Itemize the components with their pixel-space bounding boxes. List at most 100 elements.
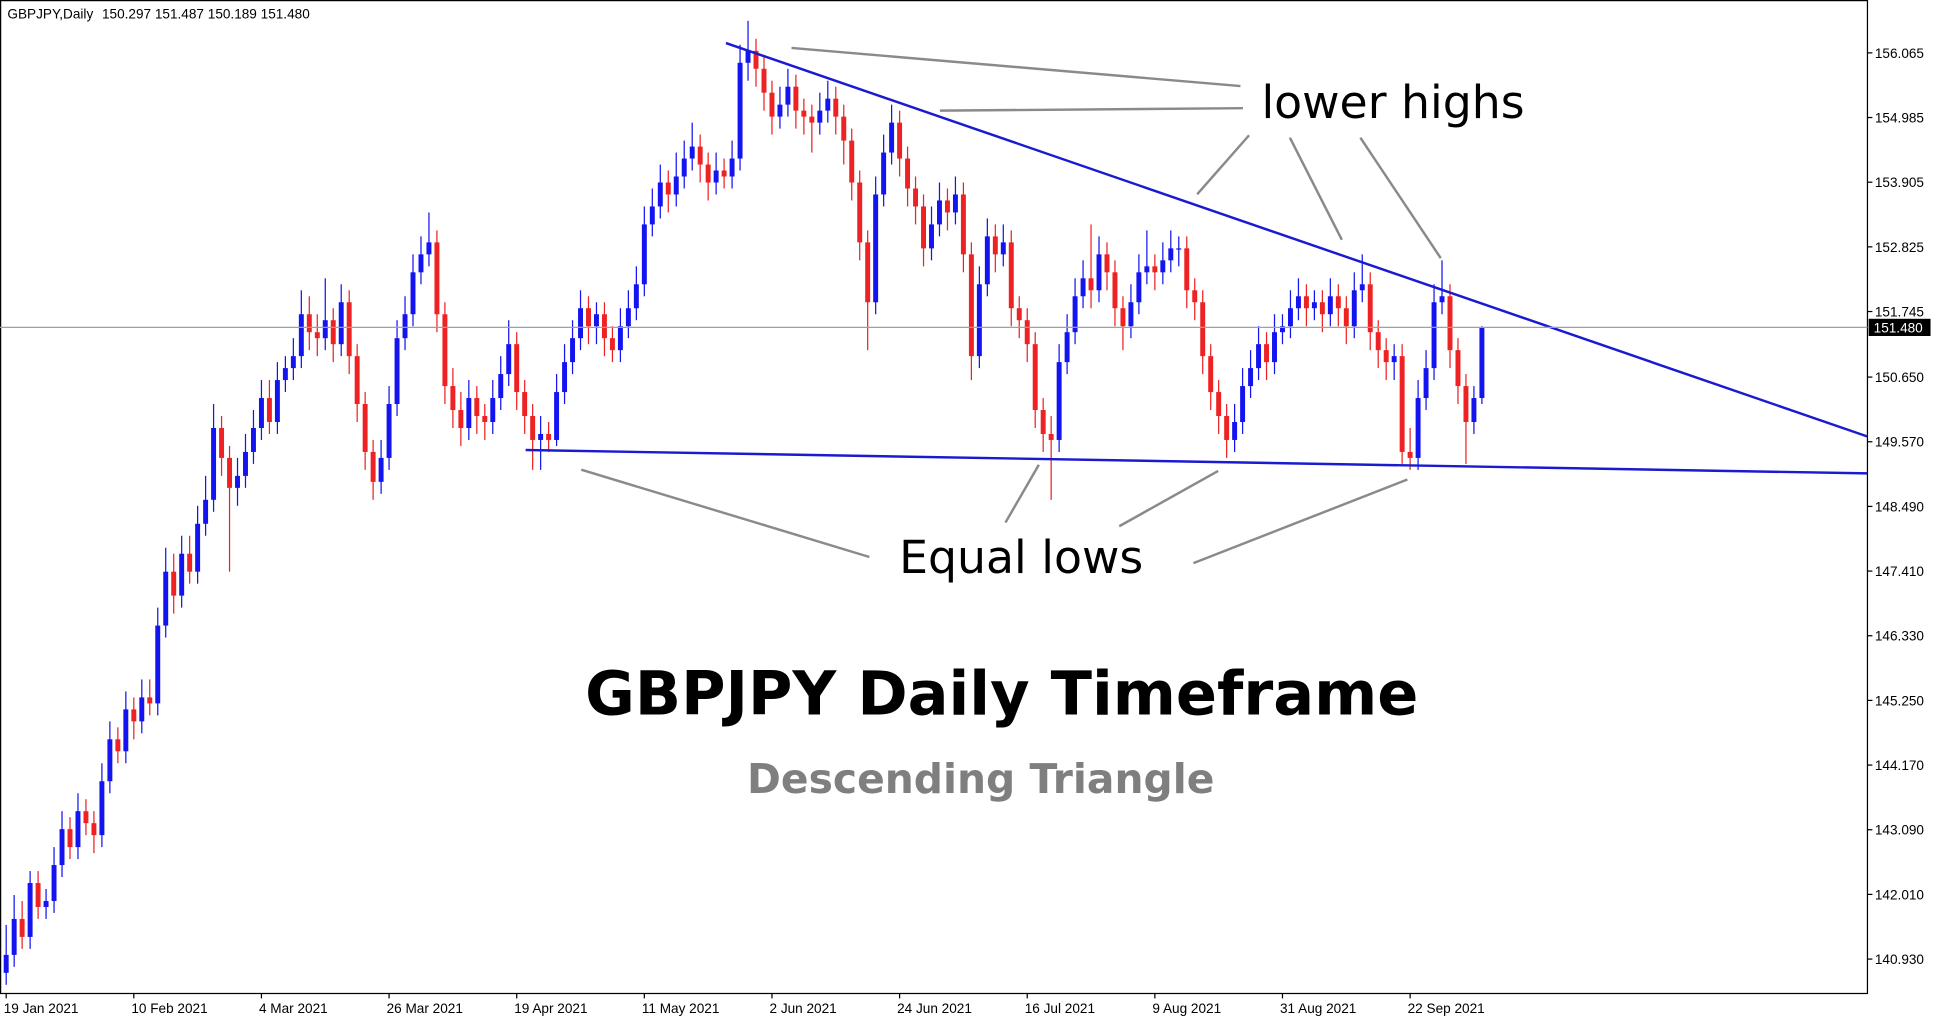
high: 151.487 [155, 6, 204, 21]
candle-body [1343, 308, 1349, 327]
candle-body [609, 338, 615, 351]
chart-subtitle: Descending Triangle [747, 755, 1214, 803]
candle-body [378, 457, 384, 482]
candle-body [99, 781, 105, 836]
candle-body [338, 302, 344, 345]
candle-body [697, 146, 703, 165]
candle-body [402, 314, 408, 339]
candle-body [482, 416, 488, 422]
candle-body [211, 427, 217, 500]
candle-body [1375, 332, 1381, 351]
candle-body [1208, 356, 1214, 393]
candle-body [266, 398, 272, 422]
candle-body [1024, 320, 1030, 345]
candle-body [466, 398, 472, 428]
x-tick-label: 19 Apr 2021 [514, 1001, 587, 1016]
candle-body [514, 344, 520, 393]
y-tick-label: 148.490 [1875, 499, 1924, 514]
candle-body [617, 326, 623, 351]
candle-body [833, 98, 839, 117]
x-tick-label: 22 Sep 2021 [1408, 1001, 1485, 1016]
candle-body [498, 374, 504, 399]
x-tick-label: 16 Jul 2021 [1025, 1001, 1095, 1016]
candle-body [1471, 398, 1477, 422]
y-tick-label: 143.090 [1875, 823, 1924, 838]
candle-body [250, 427, 256, 452]
candle-body [1479, 327, 1485, 399]
candle-body [1335, 296, 1341, 309]
candle-body [1447, 296, 1453, 351]
candle-body [434, 242, 440, 315]
candle-body [1152, 266, 1158, 273]
candle-body [418, 254, 424, 273]
x-tick-label: 4 Mar 2021 [259, 1001, 328, 1016]
candle-body [849, 140, 855, 183]
candle-body [897, 122, 903, 159]
candle-body [992, 236, 998, 255]
pointer-line [1118, 469, 1219, 528]
candle-body [538, 433, 544, 440]
candle-body [1016, 308, 1022, 321]
candle-body [1391, 356, 1397, 363]
candle-body [1224, 416, 1230, 440]
candle-body [777, 104, 783, 117]
candle-body [155, 625, 161, 704]
candle-body [1000, 242, 1006, 255]
x-tick-label: 31 Aug 2021 [1280, 1001, 1356, 1016]
candle-body [1287, 308, 1293, 327]
candle-body [1032, 344, 1038, 411]
candle-body [753, 50, 759, 69]
candle-body [306, 314, 312, 333]
candle-body [59, 829, 65, 866]
y-tick-label: 147.410 [1875, 564, 1924, 579]
y-tick-label: 142.010 [1875, 887, 1924, 902]
candle-body [929, 224, 934, 249]
candle-body [362, 404, 368, 452]
candle-body [27, 883, 33, 937]
candle-body [227, 457, 233, 488]
x-tick-label: 24 Jun 2021 [897, 1001, 972, 1016]
candle-body [354, 356, 360, 405]
candle-body [1383, 350, 1389, 363]
candle-body [195, 523, 201, 572]
candle-body [322, 320, 328, 339]
candle-body [1160, 260, 1166, 273]
candle-body [410, 272, 416, 315]
candle-body [1439, 296, 1445, 303]
candle-body [913, 188, 919, 207]
y-tick-label: 140.930 [1875, 952, 1924, 967]
candle-body [107, 739, 113, 782]
pointer-line [791, 46, 1241, 88]
candle-body [681, 158, 687, 177]
candle-body [258, 398, 264, 428]
candle-body [825, 98, 831, 111]
candle-body [91, 823, 97, 836]
candle-body [841, 116, 847, 141]
candle-body [593, 314, 599, 327]
candle-body [163, 571, 169, 626]
candle-body [1136, 272, 1142, 303]
candle-body [633, 284, 639, 309]
candle-body [793, 86, 799, 111]
pointer-line [1359, 137, 1442, 259]
candle-body [1096, 254, 1102, 291]
candle-body [761, 68, 767, 93]
candle-body [1064, 332, 1070, 363]
y-tick-label: 154.985 [1875, 110, 1924, 125]
candle-body [1088, 278, 1094, 291]
candle-body [921, 206, 926, 249]
candle-body [601, 314, 607, 339]
candle-body [801, 110, 807, 117]
candle-body [43, 900, 49, 907]
candle-body [729, 158, 735, 177]
current-price-label: 151.480 [1874, 320, 1923, 335]
candle-body [665, 182, 671, 195]
candle-body [1431, 302, 1437, 369]
y-tick-label: 153.905 [1875, 175, 1924, 190]
candle-body [1415, 398, 1421, 458]
x-tick-label: 11 May 2021 [642, 1001, 720, 1016]
lower-trendline [525, 448, 1868, 475]
annotation: Equal lows [899, 531, 1143, 584]
